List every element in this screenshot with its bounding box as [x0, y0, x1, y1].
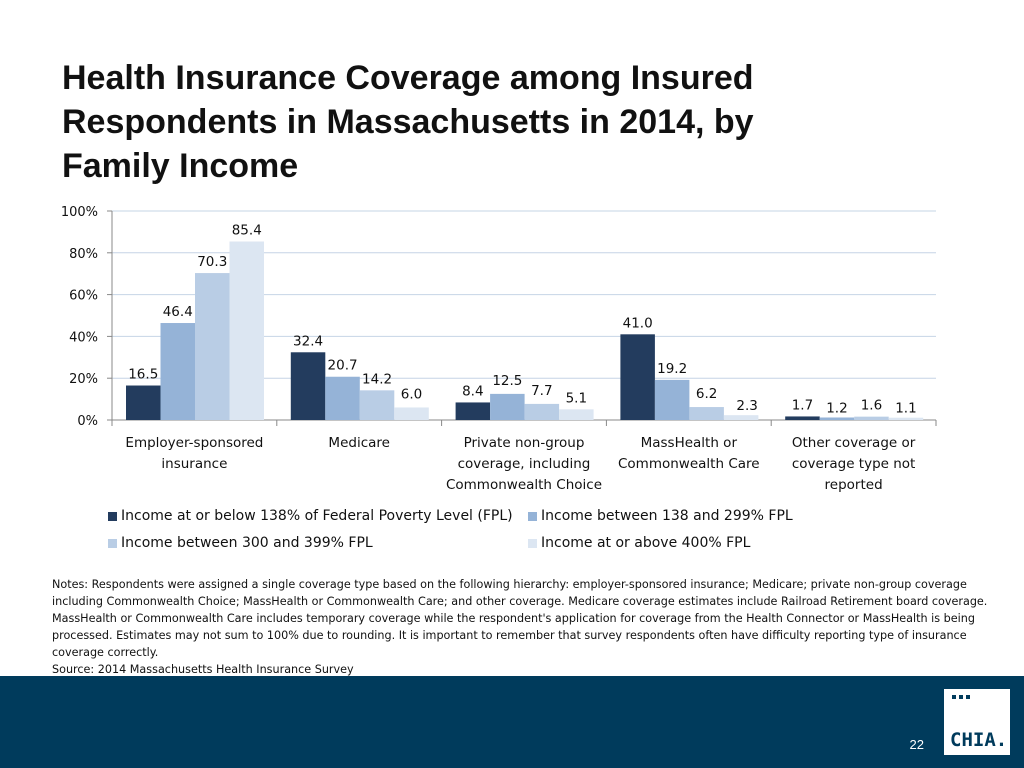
bar — [559, 409, 594, 420]
bar — [126, 385, 161, 420]
legend-swatch — [108, 538, 117, 548]
legend-item-series-1: Income at or below 138% of Federal Pover… — [108, 508, 513, 524]
bar — [490, 393, 525, 420]
legend-label: Income between 138 and 299% FPL — [541, 508, 793, 524]
legend-item-series-3: Income between 300 and 399% FPL — [108, 535, 373, 551]
legend-label: Income at or above 400% FPL — [541, 535, 751, 551]
legend-label: Income at or below 138% of Federal Pover… — [121, 508, 513, 524]
data-label: 16.5 — [128, 367, 158, 383]
data-label: 12.5 — [492, 373, 522, 389]
bar — [394, 407, 429, 420]
data-label: 1.1 — [895, 401, 916, 417]
bar — [620, 334, 655, 420]
bar — [785, 416, 820, 420]
data-label: 19.2 — [657, 361, 687, 377]
data-label: 1.7 — [792, 397, 813, 413]
category-label: Private non-group coverage, including Comm… — [446, 435, 602, 493]
data-label: 41.0 — [623, 315, 653, 331]
data-label: 7.7 — [531, 383, 552, 399]
logo-text: CHIA. — [950, 729, 1008, 751]
notes: Notes: Respondents were assigned a singl… — [52, 576, 1012, 678]
bar — [290, 352, 326, 420]
source-text: Source: 2014 Massachusetts Health Insura… — [52, 663, 354, 676]
category-label: MassHealth or Commonwealth Care — [618, 435, 760, 472]
data-label: 85.4 — [232, 223, 262, 239]
bar — [888, 417, 924, 420]
bar — [689, 407, 724, 420]
y-tick-label: 100% — [61, 205, 98, 220]
y-tick-label: 0% — [77, 414, 98, 429]
footer-bar: 22 — [0, 676, 1024, 768]
data-label: 46.4 — [163, 304, 193, 320]
data-label: 2.3 — [736, 398, 757, 414]
bar-chart: 0% 20% 40% 60% 80% 100% 16.5 32.4 8.4 41.0 1.7 46.… — [61, 205, 937, 493]
data-label: 8.4 — [462, 383, 483, 399]
logo-dots-icon — [952, 695, 970, 699]
bars — [126, 241, 924, 420]
page-number: 22 — [909, 737, 924, 752]
legend-swatch — [108, 511, 117, 521]
bar — [160, 323, 195, 420]
data-label: 1.2 — [826, 400, 847, 416]
bar — [229, 241, 264, 420]
y-tick-label: 80% — [69, 247, 98, 262]
y-tick-label: 40% — [69, 330, 98, 345]
legend-swatch — [528, 511, 537, 521]
bar — [195, 273, 230, 420]
data-label: 14.2 — [362, 371, 392, 387]
category-label: Medicare — [328, 435, 390, 451]
legend-swatch — [528, 538, 537, 548]
legend-item-series-2: Income between 138 and 299% FPL — [528, 508, 793, 524]
y-tick-label: 20% — [69, 372, 98, 387]
legend-item-series-4: Income at or above 400% FPL — [528, 535, 750, 551]
bar — [325, 376, 360, 420]
category-label: Employer-sponsored insurance — [125, 435, 263, 472]
bar — [359, 390, 395, 420]
chia-logo: CHIA. — [944, 689, 1010, 755]
y-tick-label: 60% — [69, 289, 98, 304]
bar — [819, 417, 855, 420]
data-label: 6.0 — [401, 386, 422, 402]
data-label: 20.7 — [328, 358, 358, 374]
slide-title: Health Insurance Coverage among Insured … — [62, 59, 754, 185]
category-labels: Employer-sponsored insurance Medicare Priva… — [125, 435, 915, 493]
bar — [654, 379, 690, 420]
data-labels: 16.5 32.4 8.4 41.0 1.7 46.4 20.7 12.5 19.2 1.2 70.… — [128, 223, 916, 417]
data-label: 5.1 — [566, 390, 587, 406]
bar — [524, 403, 560, 420]
category-label: Other coverage or coverage type not report… — [792, 435, 916, 493]
data-label: 1.6 — [861, 398, 882, 414]
data-label: 32.4 — [293, 333, 323, 349]
legend-label: Income between 300 and 399% FPL — [121, 535, 373, 551]
bar — [723, 415, 759, 420]
bar — [455, 402, 491, 420]
bar — [854, 416, 889, 420]
notes-text: Notes: Respondents were assigned a singl… — [52, 578, 988, 659]
data-label: 70.3 — [197, 254, 227, 270]
data-label: 6.2 — [696, 386, 717, 402]
